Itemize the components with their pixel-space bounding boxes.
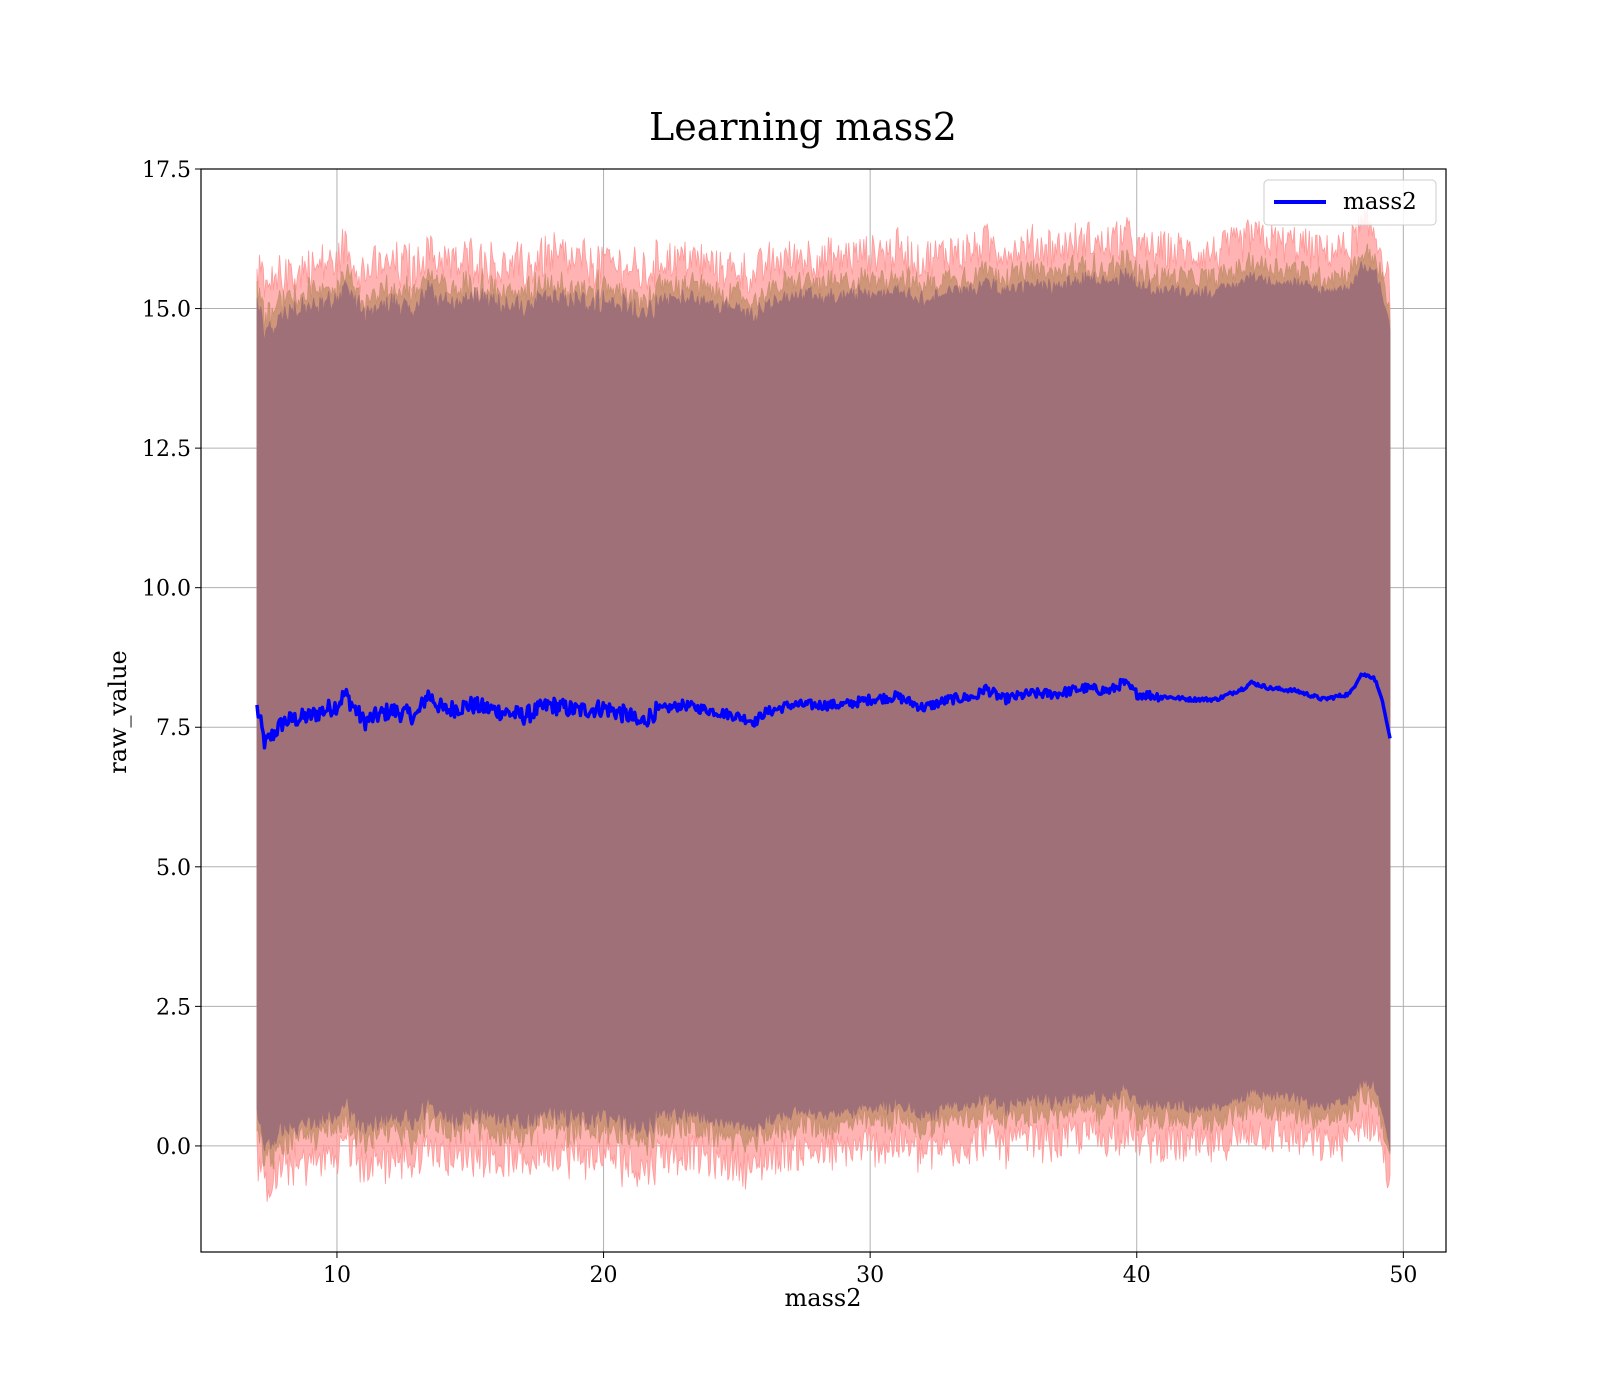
y-tick-label: 0.0: [156, 1135, 191, 1160]
x-tick-label: 10: [323, 1263, 351, 1288]
y-tick-label: 12.5: [142, 437, 191, 462]
y-tick-label: 17.5: [142, 158, 191, 183]
y-tick-label: 10.0: [142, 577, 191, 602]
legend-entry-mass2: mass2: [1343, 189, 1417, 215]
y-tick-label: 5.0: [156, 856, 191, 881]
x-tick-label: 50: [1389, 1263, 1417, 1288]
plot-frame: [200, 168, 1447, 1253]
y-axis-label: raw_value: [104, 650, 132, 774]
series-line-mass2: [255, 672, 1392, 750]
legend: mass2: [1263, 179, 1437, 226]
y-tick-label: 15.0: [142, 298, 191, 323]
x-tick-label: 40: [1123, 1263, 1151, 1288]
legend-box: [1263, 179, 1437, 226]
x-tick-label: 20: [590, 1263, 618, 1288]
axis-ticks: 10 20 30 40 50 0.0 2.5 5.0 7.5 10.0 12.5 15.0 17.5: [142, 158, 1417, 1288]
y-tick-label: 2.5: [156, 995, 191, 1020]
series-lines: [255, 672, 1392, 750]
x-tick-label: 30: [856, 1263, 884, 1288]
chart-title: Learning mass2: [649, 105, 957, 149]
x-axis-label: mass2: [785, 1284, 862, 1312]
y-tick-label: 7.5: [156, 716, 191, 741]
